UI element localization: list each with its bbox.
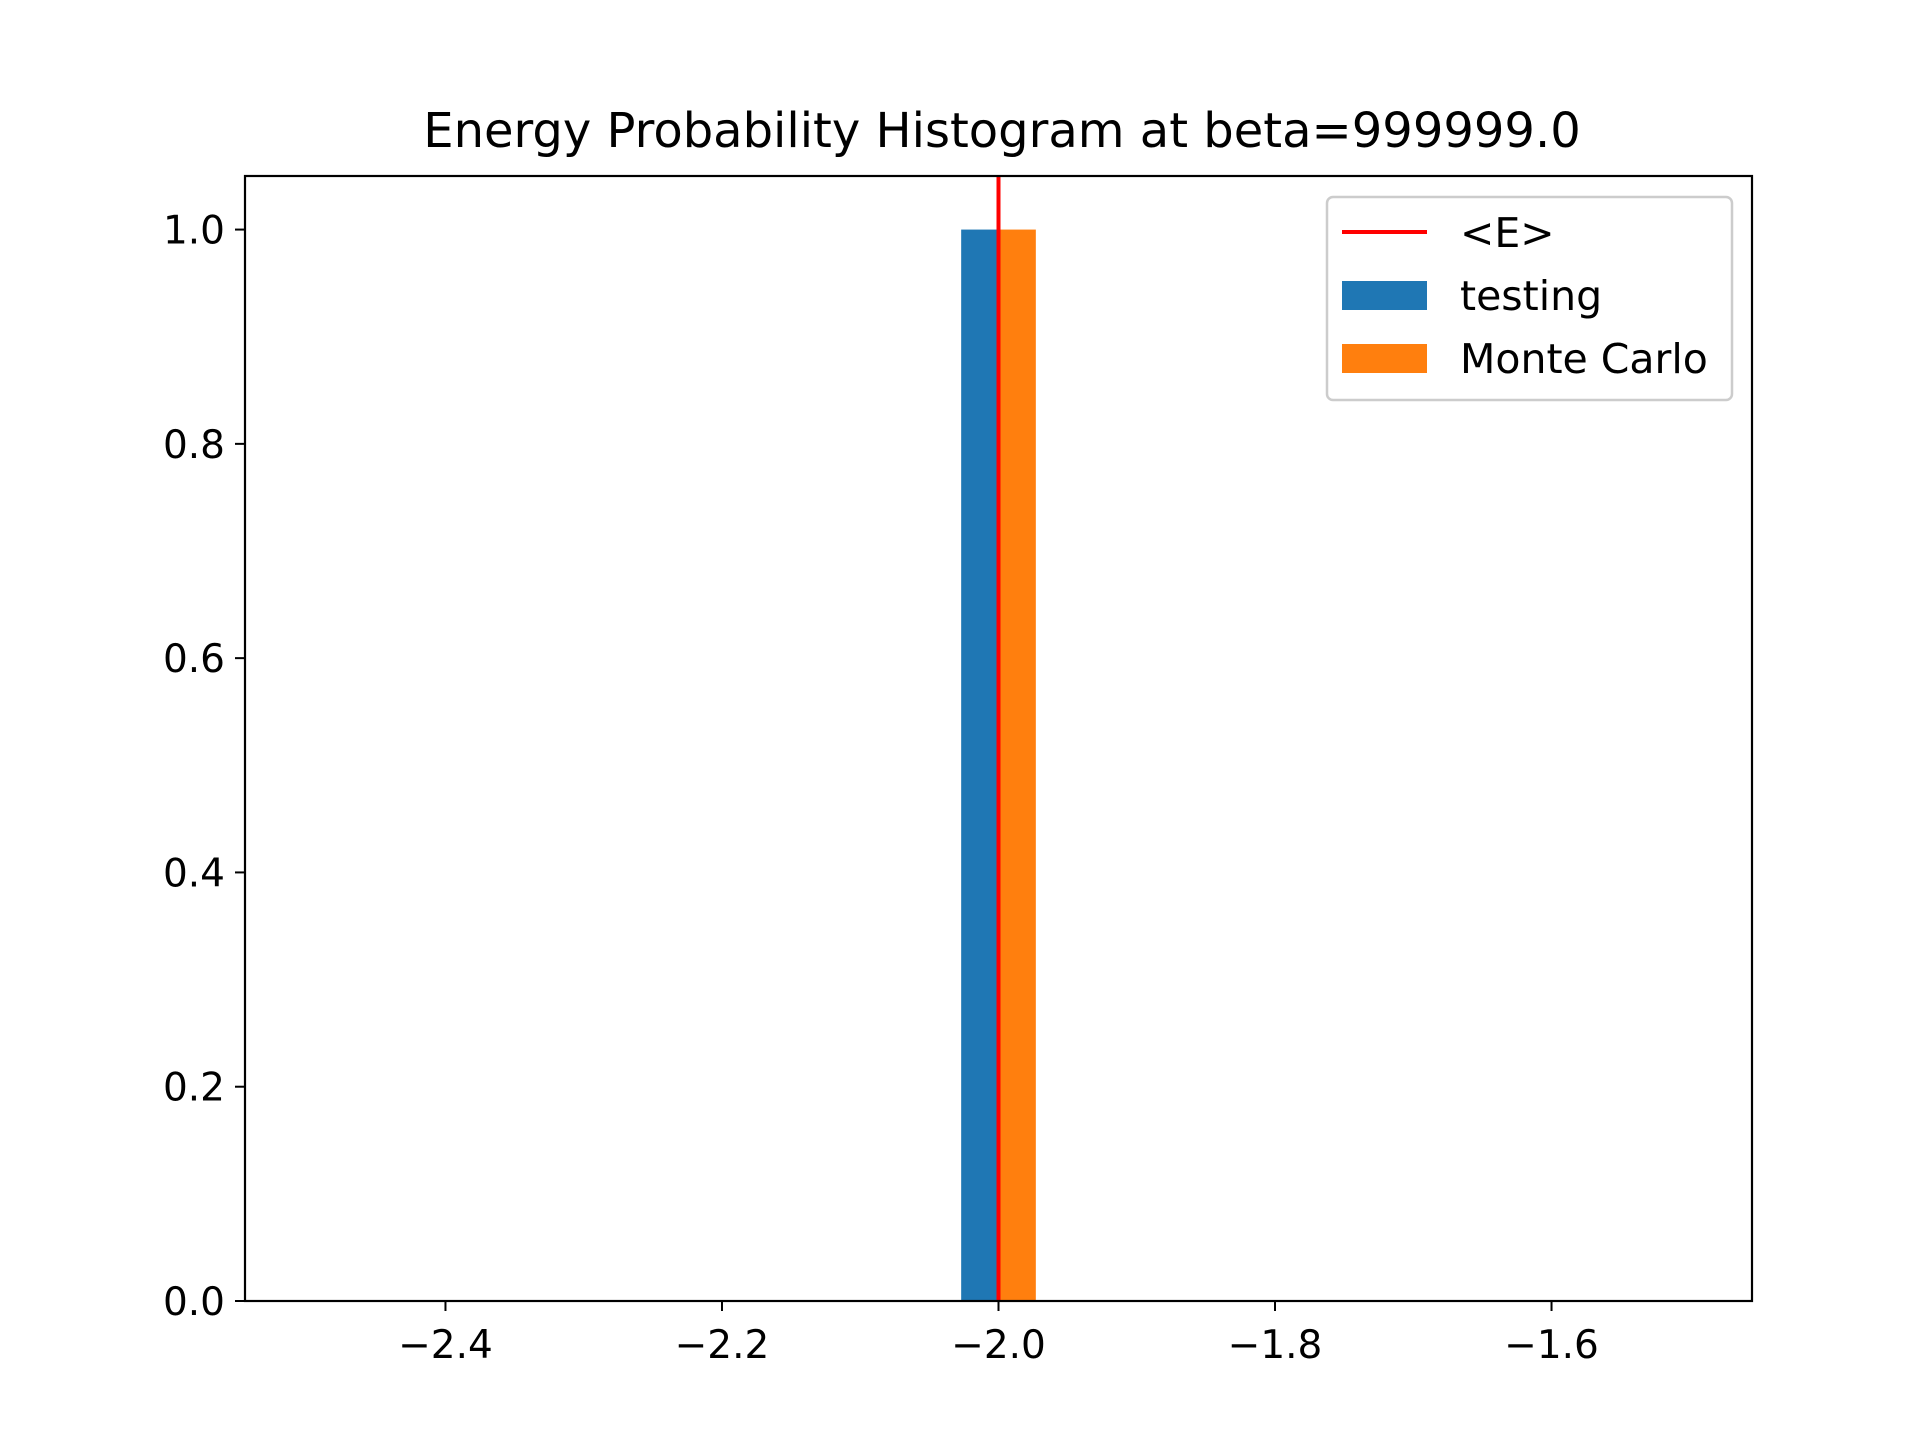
plot-area <box>961 176 1036 1302</box>
y-tick-label: 0.4 <box>163 851 225 896</box>
x-tick-label: −2.4 <box>398 1323 493 1368</box>
axes: −2.4 −2.2 −2.0 −1.8 −1.6 0.0 0.2 0.4 0.6 0.8 1.0 <box>163 174 1754 1368</box>
legend-handle-monte-carlo <box>1342 344 1427 373</box>
y-tick-label: 1.0 <box>163 209 225 254</box>
histogram-bar-monte-carlo <box>998 229 1036 1302</box>
y-tick-label: 0.6 <box>163 637 225 682</box>
y-tick-label: 0.0 <box>163 1280 225 1325</box>
histogram-bar-testing <box>961 229 999 1302</box>
legend-label-e: <E> <box>1460 209 1555 257</box>
y-tick-label: 0.2 <box>163 1066 225 1111</box>
legend: <E> testing Monte Carlo <box>1325 195 1734 402</box>
x-tick-label: −1.6 <box>1504 1323 1599 1368</box>
chart-title: Energy Probability Histogram at beta=999… <box>423 103 1581 159</box>
x-tick-label: −1.8 <box>1228 1323 1323 1368</box>
legend-handle-testing <box>1342 281 1427 310</box>
legend-label-testing: testing <box>1460 272 1602 320</box>
x-tick-label: −2.2 <box>675 1323 770 1368</box>
legend-label-monte-carlo: Monte Carlo <box>1460 335 1708 383</box>
legend-box <box>1325 195 1734 402</box>
y-tick-label: 0.8 <box>163 423 225 468</box>
x-tick-label: −2.0 <box>951 1323 1046 1368</box>
